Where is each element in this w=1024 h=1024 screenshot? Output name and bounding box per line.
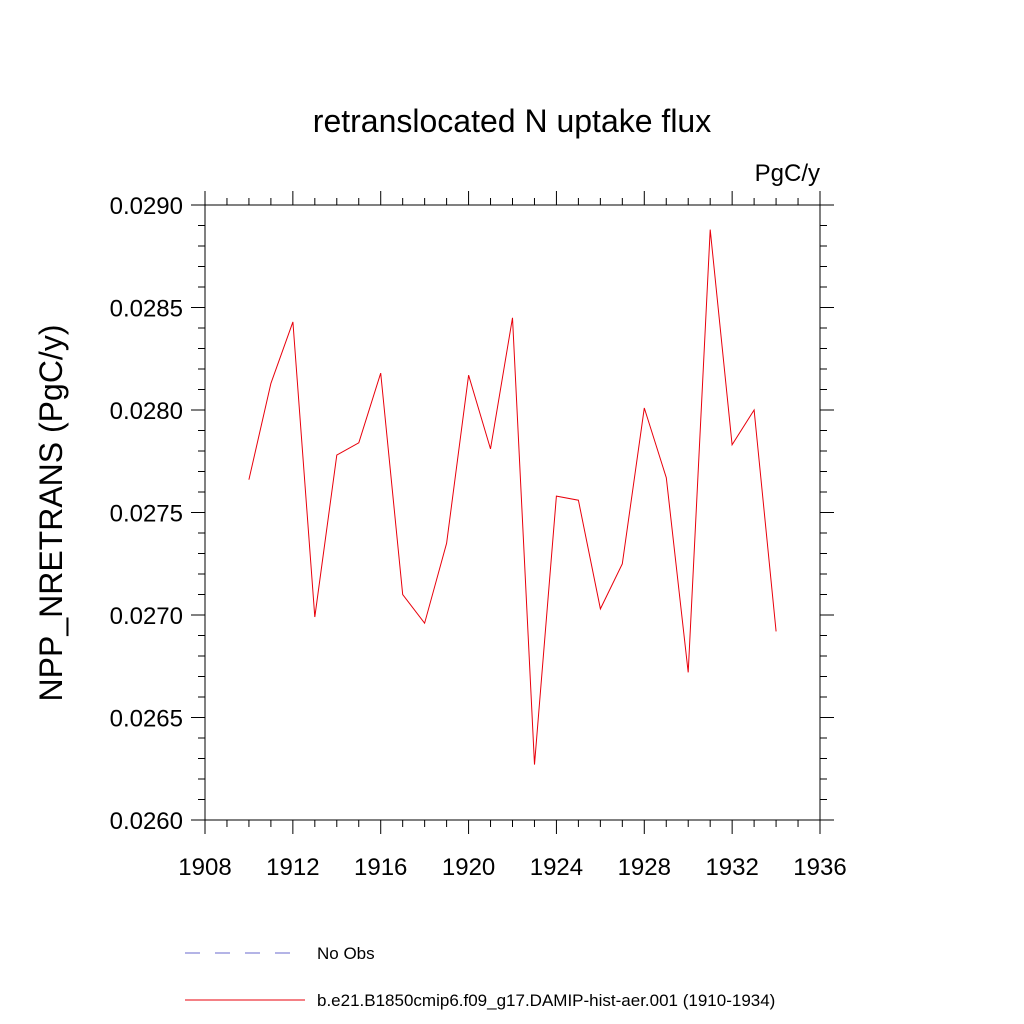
x-tick-labels: 1908 1912 1916 1920 1924 1928 1932 1936 — [178, 854, 846, 881]
series-line — [248, 229, 777, 765]
y-tick-label: 0.0285 — [110, 296, 183, 323]
x-tick-label: 1920 — [442, 854, 495, 881]
x-tick-label: 1932 — [705, 854, 758, 881]
series-layer — [248, 229, 777, 765]
y-tick-label: 0.0290 — [110, 193, 183, 220]
legend: No Obs b.e21.B1850cmip6.f09_g17.DAMIP-hi… — [185, 944, 775, 1010]
y-tick-label: 0.0270 — [110, 603, 183, 630]
plot-frame — [204, 204, 821, 821]
x-tick-label: 1928 — [618, 854, 671, 881]
units-label: PgC/y — [755, 160, 820, 187]
x-tick-label: 1936 — [793, 854, 846, 881]
x-tick-label: 1912 — [266, 854, 319, 881]
legend-label-no-obs: No Obs — [317, 944, 375, 963]
legend-label-model: b.e21.B1850cmip6.f09_g17.DAMIP-hist-aer.… — [317, 991, 775, 1010]
x-tick-label: 1916 — [354, 854, 407, 881]
axis-ticks — [191, 191, 834, 834]
y-tick-label: 0.0265 — [110, 706, 183, 733]
x-tick-label: 1908 — [178, 854, 231, 881]
y-axis-label: NPP_NRETRANS (PgC/y) — [33, 325, 69, 702]
chart-title: retranslocated N uptake flux — [313, 103, 711, 139]
y-tick-label: 0.0280 — [110, 398, 183, 425]
y-tick-label: 0.0275 — [110, 501, 183, 528]
y-tick-label: 0.0260 — [110, 808, 183, 835]
x-tick-label: 1924 — [530, 854, 583, 881]
y-tick-labels: 0.0260 0.0265 0.0270 0.0275 0.0280 0.0285 0.02… — [110, 193, 183, 835]
